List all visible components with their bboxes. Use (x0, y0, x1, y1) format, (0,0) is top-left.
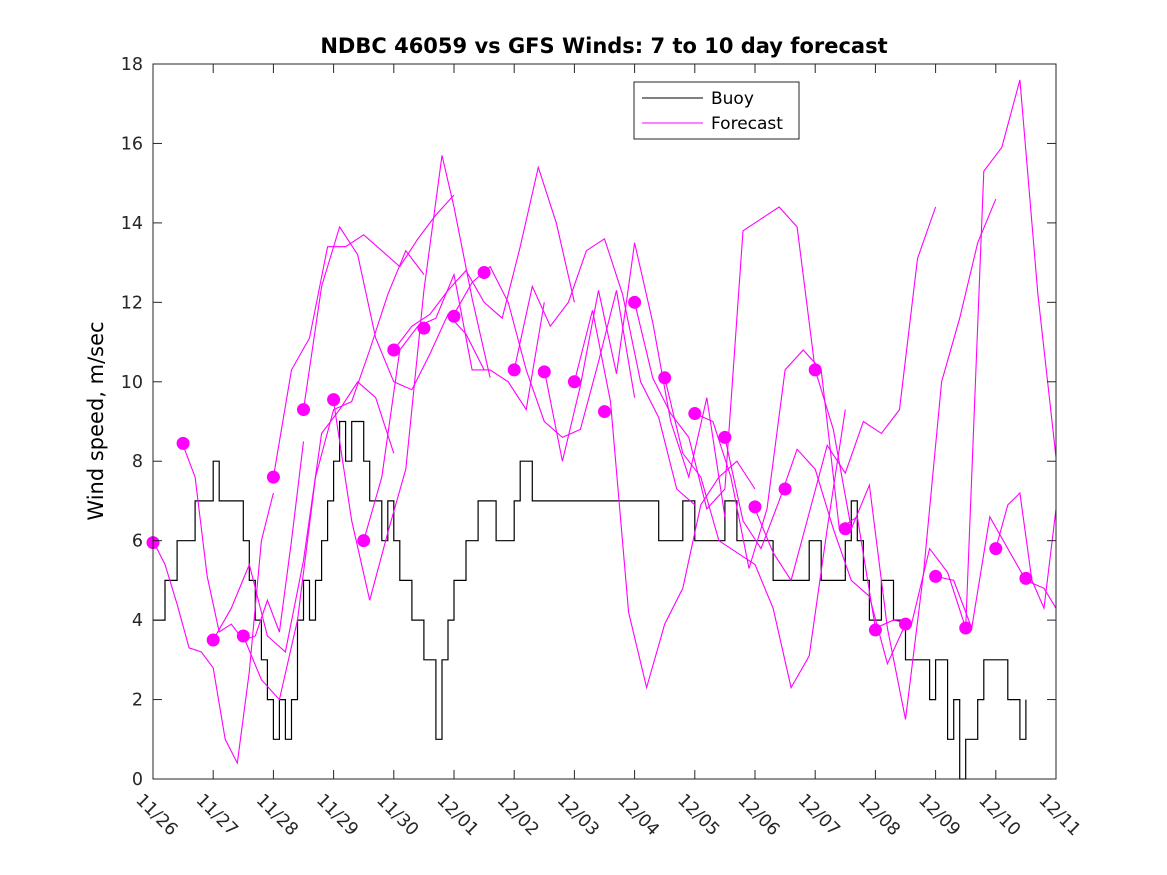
forecast-line-20 (935, 515, 1057, 631)
forecast-marker (176, 436, 190, 450)
forecast-marker (447, 309, 461, 323)
y-tick-label: 16 (121, 134, 143, 154)
forecast-line-10 (513, 237, 696, 506)
forecast-marker (899, 617, 912, 631)
forecast-marker (567, 375, 581, 389)
buoy-series (153, 420, 1027, 780)
y-tick-label: 6 (132, 532, 143, 552)
forecast-marker (778, 482, 792, 496)
forecast-line-2 (212, 380, 395, 653)
forecast-line-7 (363, 272, 545, 541)
forecast-line-13 (634, 206, 816, 511)
forecast-marker (959, 621, 973, 635)
y-tick-label: 14 (121, 214, 143, 234)
forecast-marker (688, 407, 702, 421)
forecast-marker (327, 393, 341, 407)
forecast-marker (868, 623, 882, 637)
y-tick-label: 8 (132, 452, 143, 472)
y-tick-label: 4 (132, 611, 143, 631)
forecast-line-0 (152, 492, 274, 765)
forecast-markers (146, 266, 1033, 647)
plot-area (146, 63, 1057, 780)
legend-buoy-label: Buoy (711, 89, 754, 109)
y-axis-label: Wind speed, m/sec (84, 321, 108, 520)
forecast-marker (537, 365, 551, 379)
forecast-marker (748, 500, 762, 514)
y-tick-label: 10 (121, 373, 143, 393)
x-tick-label: 12/11 (1034, 790, 1084, 840)
x-tick-label: 12/04 (613, 790, 663, 840)
forecast-marker (658, 371, 672, 385)
x-tick-label: 11/29 (312, 790, 362, 840)
forecast-marker (1019, 571, 1033, 585)
forecast-marker (206, 633, 220, 647)
x-tick-label: 12/06 (733, 790, 783, 840)
forecast-marker (477, 266, 491, 280)
forecast-marker (989, 542, 1003, 556)
forecast-line-14 (664, 377, 846, 690)
plot-background (153, 64, 1056, 779)
axes-box (152, 63, 1057, 780)
forecast-line-18 (814, 198, 997, 720)
y-tick-label: 2 (132, 691, 143, 711)
forecast-marker (838, 522, 852, 536)
forecast-line-11 (543, 242, 726, 517)
forecast-line-8 (393, 165, 575, 351)
forecast-line-6 (333, 155, 491, 601)
x-tick-label: 12/09 (914, 790, 964, 840)
x-tick-label: 12/01 (432, 790, 482, 840)
legend: Buoy Forecast (633, 81, 800, 140)
x-tick-label: 11/27 (192, 790, 242, 840)
forecast-line-17 (754, 206, 937, 582)
forecast-line-16 (724, 437, 907, 666)
x-tick-label: 11/26 (131, 790, 181, 840)
forecast-marker (236, 629, 250, 643)
forecast-line-21 (995, 491, 1057, 611)
forecast-line-4 (272, 194, 455, 478)
legend-forecast-label: Forecast (711, 114, 783, 134)
x-tick-label: 12/07 (794, 790, 844, 840)
forecast-marker (357, 534, 371, 548)
legend-box (633, 81, 800, 140)
y-tick-label: 12 (121, 293, 143, 313)
forecast-marker (808, 363, 822, 377)
x-tick-label: 12/03 (553, 790, 603, 840)
forecast-marker (266, 470, 280, 484)
y-tick-label: 0 (132, 770, 143, 790)
forecast-marker (929, 569, 943, 583)
x-tick-label: 12/08 (854, 790, 904, 840)
forecast-marker (297, 403, 310, 417)
buoy-line (153, 420, 1027, 780)
forecast-marker (387, 343, 401, 357)
forecast-line-12 (573, 310, 756, 690)
forecast-line-3 (242, 249, 425, 701)
forecast-marker (718, 430, 732, 444)
x-tick-label: 12/02 (493, 790, 543, 840)
forecast-marker (598, 405, 611, 419)
x-tick-label: 12/10 (974, 790, 1024, 840)
forecast-marker (417, 321, 431, 335)
x-tick-label: 11/30 (372, 790, 422, 840)
chart-title: NDBC 46059 vs GFS Winds: 7 to 10 day for… (320, 34, 887, 58)
x-tick-label: 11/28 (252, 790, 302, 840)
forecast-marker (628, 295, 642, 309)
forecast-marker (507, 363, 521, 377)
x-tick-label: 12/05 (673, 790, 723, 840)
y-tick-label: 18 (121, 55, 143, 75)
y-axis-ticks: 0 2 4 6 8 10 12 14 16 18 (121, 55, 1056, 790)
